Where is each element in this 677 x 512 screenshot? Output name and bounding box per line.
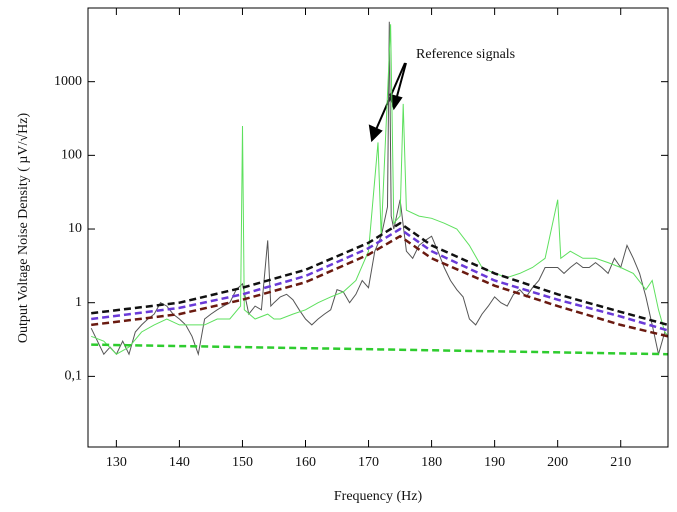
- x-tick-label: 140: [169, 455, 190, 470]
- y-tick-label: 1000: [54, 74, 82, 89]
- y-tick-label: 100: [61, 148, 82, 163]
- annotation: Reference signals: [416, 47, 515, 62]
- model-line: [91, 234, 668, 338]
- model-line: [91, 343, 668, 356]
- x-tick-label: 170: [358, 455, 379, 470]
- y-axis-label: Output Voltage Noise Density ( µV/√Hz): [16, 113, 31, 344]
- measured-line: [90, 21, 668, 357]
- arrow-head: [368, 124, 383, 143]
- x-tick-label: 180: [421, 455, 442, 470]
- plot-lines: [90, 21, 668, 357]
- x-tick-label: 130: [106, 455, 127, 470]
- y-tick-label: 1: [75, 295, 82, 310]
- x-axis-label: Frequency (Hz): [334, 489, 423, 504]
- plot-frame: [87, 7, 669, 448]
- arrow: [395, 62, 407, 101]
- model-line: [91, 227, 668, 332]
- x-tick-label: 160: [295, 455, 316, 470]
- y-tick-label: 0,1: [65, 369, 83, 384]
- model-line: [91, 221, 668, 327]
- measured-line: [91, 24, 668, 355]
- x-tick-label: 200: [547, 455, 568, 470]
- y-tick-label: 10: [68, 221, 82, 236]
- x-tick-label: 150: [232, 455, 253, 470]
- x-tick-label: 190: [484, 455, 505, 470]
- x-tick-label: 210: [610, 455, 631, 470]
